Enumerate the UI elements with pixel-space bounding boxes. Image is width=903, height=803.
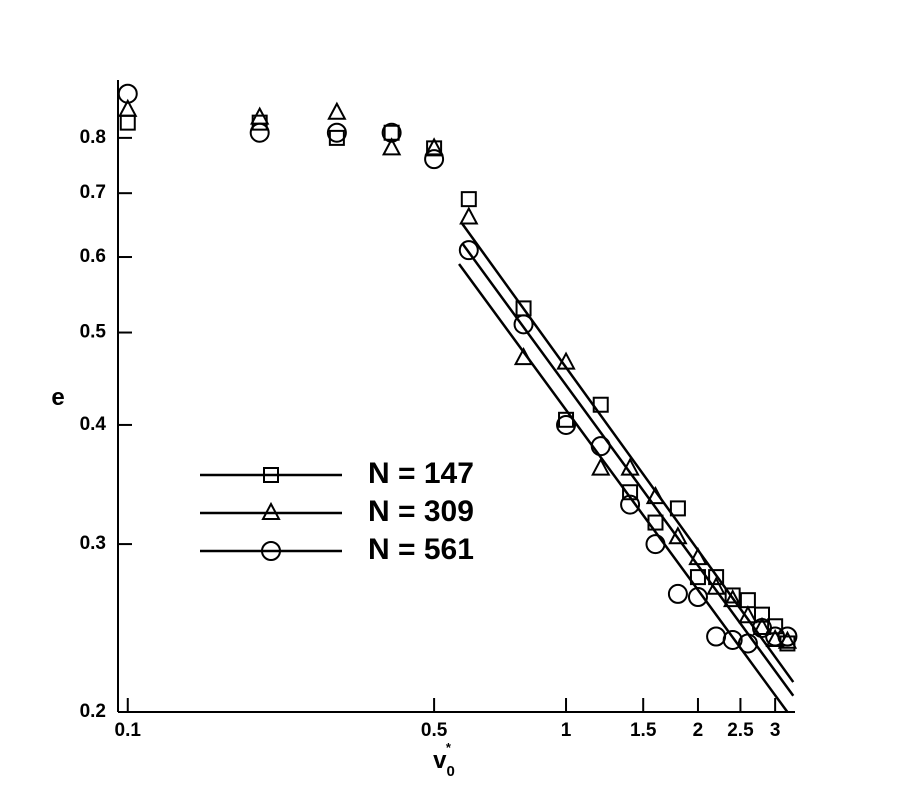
x-label-sub: 0 [447,763,455,780]
legend-label: N = 147 [368,457,474,490]
legend-marker [263,467,279,483]
fit-line [461,242,795,697]
point [647,514,664,531]
y-axis-label: e [51,384,64,411]
point [765,626,786,647]
y-tick-label: 0.8 [80,127,106,148]
point [460,191,477,208]
point [724,587,741,604]
point [556,351,576,370]
point [459,206,479,225]
point [424,137,444,156]
x-label-base: v [433,747,447,774]
x-tick-label: 0.1 [115,720,142,741]
point [424,149,445,170]
point [752,616,772,635]
legend-label: N = 561 [368,533,474,566]
point [458,240,479,261]
point [687,587,708,608]
point [326,122,347,143]
point [669,500,686,517]
fit-line [458,263,789,713]
point [591,457,611,476]
x-tick-label: 0.5 [421,720,448,741]
point [722,629,743,650]
point [117,83,138,104]
point [668,526,688,545]
y-tick-label: 0.5 [80,322,107,343]
x-tick-label: 2 [693,720,704,741]
point [381,137,402,156]
point [118,98,138,117]
point [119,114,136,131]
point [708,569,725,586]
x-tick-label: 1.5 [630,720,657,741]
point [645,534,666,555]
point [645,486,666,505]
y-tick-label: 0.3 [80,533,106,554]
point [513,314,534,335]
x-axis-label: v0 * [433,740,455,780]
point [739,592,756,609]
legend-label: N = 309 [368,495,474,528]
point [737,633,758,654]
y-tick-label: 0.4 [80,414,107,435]
point [722,589,743,608]
point [590,436,611,457]
point [592,396,609,413]
point [706,576,726,595]
y-tick-label: 0.7 [80,182,106,203]
x-tick-label: 3 [770,720,781,741]
point [738,605,758,624]
x-tick-label: 2.5 [727,720,754,741]
point [620,457,640,476]
point [706,626,727,647]
point [328,129,345,146]
point [777,626,798,647]
legend-marker [261,541,281,561]
point [381,122,402,143]
point [620,494,641,515]
point [754,606,771,623]
point [767,618,784,635]
legend-marker [261,501,281,520]
x-label-sup: * [446,740,452,755]
point [667,583,688,604]
y-tick-label: 0.6 [80,246,106,267]
point [688,546,708,566]
point [556,414,577,435]
point [249,122,270,143]
y-tick-label: 0.2 [80,701,106,722]
point [327,101,347,120]
x-tick-label: 1 [561,720,572,741]
